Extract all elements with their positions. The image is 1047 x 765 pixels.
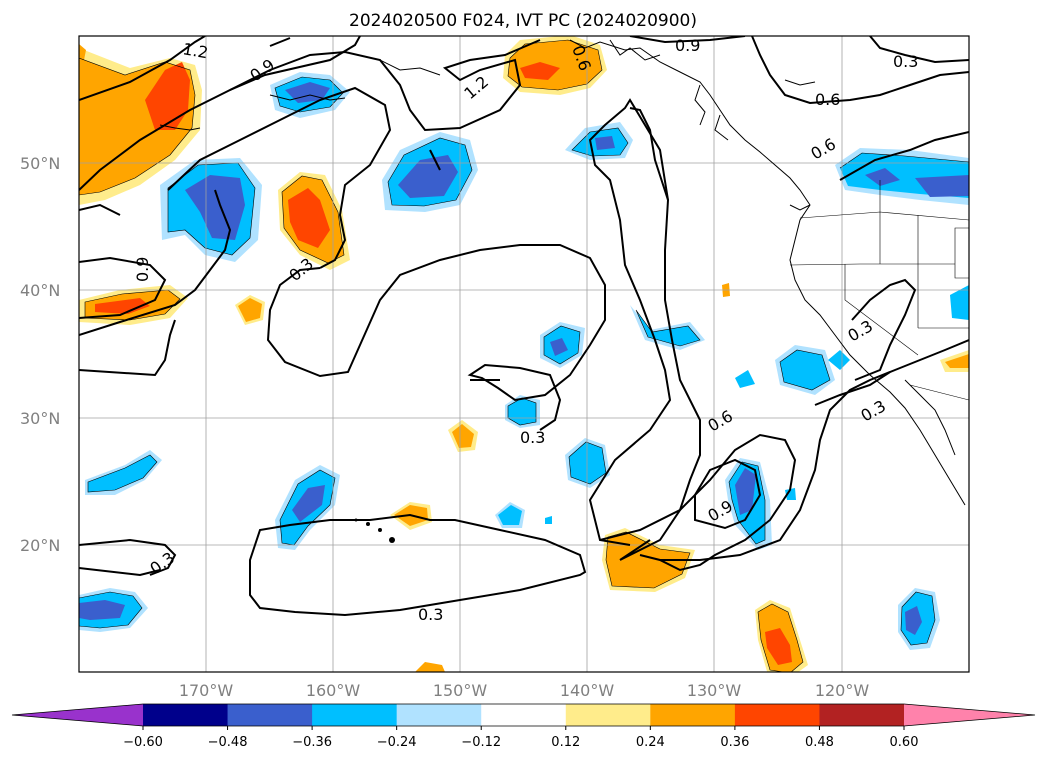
coastlines [159,39,966,506]
colorbar-segment [396,704,482,726]
colorbar-tick-label: −0.12 [461,735,501,750]
contour-label: 0.3 [520,428,545,447]
colorbar-extend-high [904,704,1035,726]
contour-label: 0.3 [418,605,443,624]
gridlines [79,36,969,672]
colorbar-tick-label: 0.12 [551,735,580,750]
lat-label: 50°N [20,154,60,173]
map-title: 2024020500 F024, IVT PC (2024020900) [349,11,697,31]
colorbar-segment [227,704,313,726]
lon-label: 120°W [815,681,870,700]
colorbar-tick-label: −0.36 [292,735,332,750]
colorbar-tick-label: 0.24 [636,735,665,750]
colorbar-tick-label: 0.48 [805,735,834,750]
latitude-labels: 50°N 40°N 30°N 20°N [20,154,60,555]
colorbar-extend-low [12,704,143,726]
colorbar [11,703,1036,727]
colorbar-tick-label: 0.36 [720,735,749,750]
contour-label: 0.6 [815,90,840,109]
contour-label: 0.9 [133,257,152,282]
shading-outlines [79,39,969,672]
colorbar-segment [312,704,398,726]
contour-label: 1.2 [181,39,209,62]
colorbar-labels: −0.60 −0.48 −0.36 −0.24 −0.12 0.12 0.24 0.36 0.4… [123,726,918,750]
lon-label: 160°W [306,681,361,700]
contour-label: 0.3 [893,52,918,71]
longitude-labels: 170°W 160°W 150°W 140°W 130°W 120°W [179,681,870,700]
colorbar-tick-label: −0.48 [208,735,248,750]
colorbar-segment [734,704,820,726]
contours [79,36,969,617]
lon-label: 150°W [433,681,488,700]
colorbar-segment [650,704,736,726]
colorbar-tick-label: −0.60 [123,735,163,750]
lon-label: 140°W [560,681,615,700]
map-area: 1.2 0.9 1.2 0.6 0.9 0.3 0.6 0.6 0.3 0.9 … [79,36,969,672]
colorbar-segment [565,704,651,726]
lon-label: 130°W [687,681,742,700]
lat-label: 20°N [20,536,60,555]
colorbar-segment [819,704,905,726]
lon-label: 170°W [179,681,234,700]
lat-label: 40°N [20,281,60,300]
colorbar-tick-label: −0.24 [377,735,417,750]
colorbar-segment [143,704,229,726]
contour-label: 0.9 [675,36,700,55]
colorbar-segment [481,704,567,726]
colorbar-tick-label: 0.60 [890,735,919,750]
map-frame [78,35,970,673]
lat-label: 30°N [20,409,60,428]
